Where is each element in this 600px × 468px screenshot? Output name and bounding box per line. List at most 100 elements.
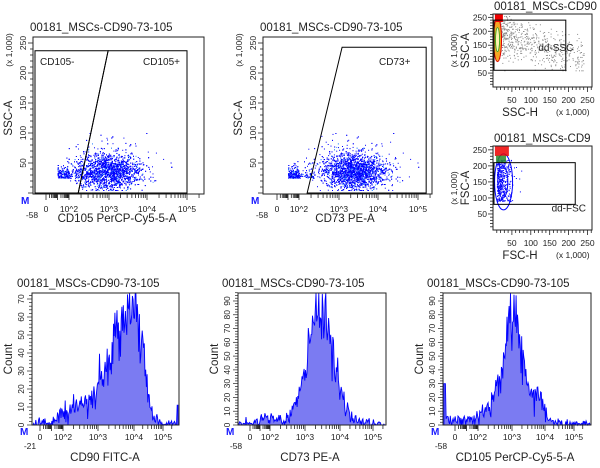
event-dot — [57, 165, 59, 166]
event-dot — [350, 171, 352, 173]
event-dot — [372, 169, 374, 171]
event-dot — [100, 176, 102, 178]
event-dot — [104, 169, 106, 171]
event-dot — [99, 183, 101, 185]
event-dot — [133, 168, 135, 170]
event-dot — [121, 174, 123, 176]
event-dot — [135, 170, 136, 172]
event-dot — [328, 171, 330, 173]
event-dot — [107, 176, 109, 178]
event-dot — [362, 160, 364, 162]
event-dot — [133, 158, 135, 160]
event-dot — [331, 161, 333, 163]
event-dot — [77, 144, 79, 145]
event-dot — [81, 173, 83, 174]
event-dot — [345, 163, 347, 165]
event-dot — [125, 152, 127, 154]
event-dot — [306, 174, 308, 176]
event-dot — [87, 177, 89, 179]
event-dot — [111, 174, 113, 176]
event-dot — [336, 168, 338, 170]
event-dot — [119, 186, 121, 188]
event-dot — [370, 181, 372, 183]
event-dot — [102, 175, 104, 177]
event-dot — [134, 172, 136, 174]
event-dot — [94, 171, 96, 173]
event-dot — [99, 173, 101, 175]
event-dot — [336, 171, 338, 173]
event-dot — [318, 167, 320, 169]
event-dot — [128, 157, 129, 158]
event-dot — [360, 154, 362, 156]
event-dot — [87, 169, 89, 171]
event-dot — [95, 188, 97, 190]
event-dot — [163, 158, 165, 160]
event-dot — [365, 173, 367, 175]
event-dot — [408, 176, 410, 178]
event-dot — [371, 164, 373, 166]
event-dot — [116, 164, 118, 166]
event-dot — [60, 173, 61, 175]
event-dot — [318, 173, 320, 175]
event-dot — [113, 178, 115, 179]
event-dot — [91, 176, 93, 178]
event-dot — [105, 171, 107, 173]
event-dot — [87, 156, 89, 158]
event-dot — [101, 140, 103, 142]
event-dot — [72, 172, 74, 174]
event-dot — [116, 182, 118, 184]
event-dot — [402, 152, 404, 154]
event-dot — [363, 163, 365, 165]
event-dot — [362, 148, 363, 150]
event-dot — [78, 174, 80, 176]
event-dot — [133, 163, 135, 165]
event-dot — [342, 161, 344, 163]
event-dot — [116, 168, 118, 170]
event-dot — [359, 160, 360, 162]
event-dot — [125, 170, 127, 172]
event-dot — [360, 158, 362, 160]
event-dot — [86, 165, 88, 167]
event-dot — [86, 173, 88, 175]
event-dot — [371, 155, 373, 157]
event-dot — [152, 173, 154, 175]
event-dot — [118, 157, 120, 159]
event-dot — [353, 177, 355, 179]
event-dot — [130, 169, 132, 170]
event-dot — [121, 183, 123, 185]
event-dot — [295, 170, 296, 172]
event-dot — [337, 168, 339, 170]
event-dot — [359, 186, 361, 188]
event-dot — [343, 179, 345, 181]
event-dot — [92, 179, 93, 181]
event-dot — [119, 156, 121, 158]
event-dot — [98, 180, 100, 182]
event-dot — [142, 168, 144, 170]
event-dot — [125, 190, 127, 191]
event-dot — [294, 163, 296, 165]
event-dot — [376, 167, 378, 169]
event-dot — [368, 149, 370, 151]
event-dot — [109, 165, 110, 167]
event-dot — [109, 159, 111, 161]
event-dot — [382, 178, 383, 180]
event-dot — [83, 184, 84, 186]
event-dot — [128, 164, 130, 166]
event-dot — [118, 186, 120, 188]
event-dot — [124, 176, 126, 178]
event-dot — [94, 147, 95, 149]
event-dot — [74, 173, 76, 175]
event-dot — [76, 176, 77, 178]
event-dot — [105, 185, 107, 186]
event-dot — [86, 190, 88, 191]
event-dot — [343, 179, 345, 181]
event-dot — [95, 154, 97, 156]
event-dot — [77, 176, 79, 178]
event-dot — [295, 172, 296, 174]
event-dot — [373, 174, 375, 176]
event-dot — [290, 174, 292, 176]
event-dot — [322, 157, 324, 159]
event-dot — [127, 172, 129, 174]
event-dot — [110, 164, 112, 166]
